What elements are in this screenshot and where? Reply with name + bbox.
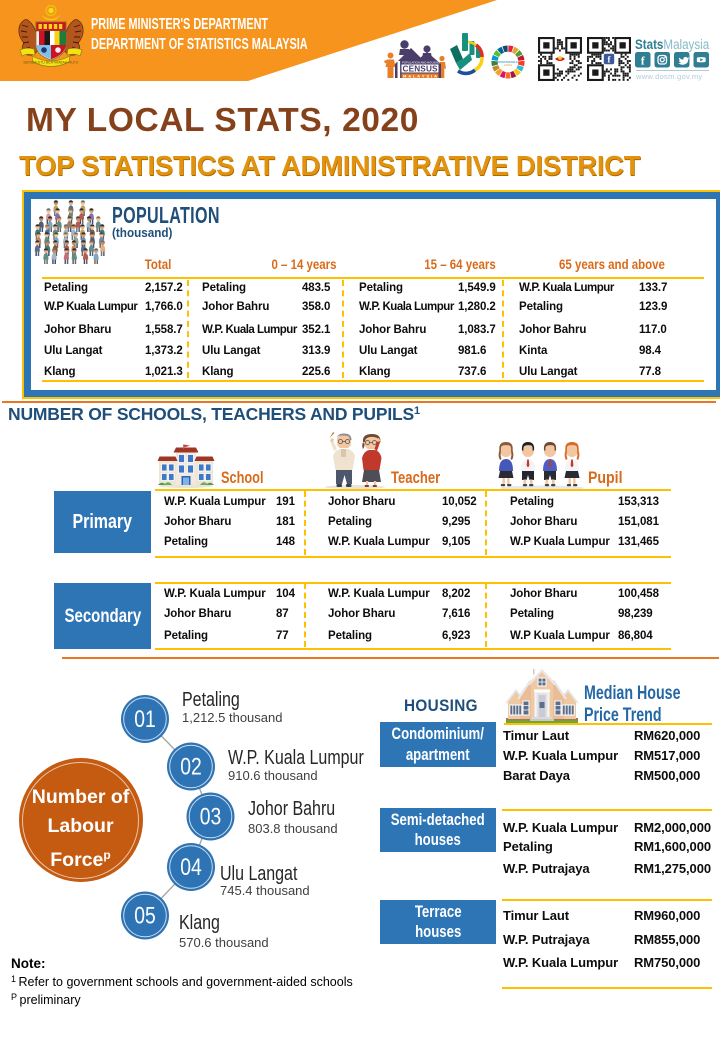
svg-text:05: 05 — [134, 903, 156, 930]
svg-text:SUSTAINABLE: SUSTAINABLE — [498, 60, 518, 64]
svg-text:f: f — [641, 54, 646, 68]
svg-text:BERSEKUTU BERTAMBAH MUTU: BERSEKUTU BERTAMBAH MUTU — [24, 61, 79, 65]
svg-text:03: 03 — [200, 804, 222, 831]
svg-text:M A L A Y S I A: M A L A Y S I A — [403, 73, 437, 78]
svg-text:02: 02 — [180, 754, 202, 781]
svg-text:04: 04 — [180, 854, 202, 881]
svg-text:01: 01 — [134, 706, 156, 733]
svg-text:POPULATION AND HOUSING: POPULATION AND HOUSING — [402, 61, 440, 65]
svg-text:GOALS: GOALS — [504, 64, 512, 67]
svg-text:CENSUS: CENSUS — [403, 65, 439, 74]
svg-text:f: f — [608, 55, 612, 65]
